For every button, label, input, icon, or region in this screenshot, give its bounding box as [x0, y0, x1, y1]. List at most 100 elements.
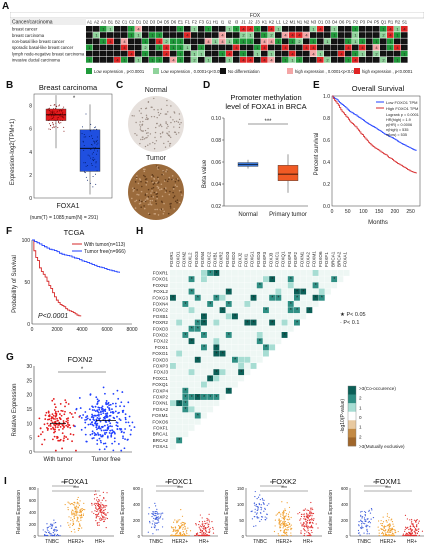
panel-h-col-label: FOXB1	[213, 251, 218, 267]
panel-i-point	[202, 531, 204, 534]
panel-h-cell	[256, 332, 263, 338]
panel-i-point	[266, 513, 268, 516]
panel-i-point	[91, 504, 93, 506]
panel-g-point-free	[99, 417, 101, 420]
panel-i-point	[100, 514, 103, 516]
panel-i-point	[407, 526, 409, 528]
panel-g-point-free	[109, 422, 112, 425]
panel-h-cell	[176, 369, 183, 376]
panel-c-normal-texture	[145, 137, 147, 139]
panel-c-normal-texture	[142, 138, 144, 141]
panel-b-point	[47, 119, 49, 121]
panel-i-point	[75, 505, 78, 507]
panel-c-normal-texture	[145, 132, 148, 134]
panel-h-cell	[188, 425, 195, 431]
panel-i-point	[282, 527, 284, 529]
panel-b-point	[50, 118, 52, 120]
panel-c-tumor-texture	[156, 195, 158, 198]
panel-i-point	[55, 530, 57, 532]
panel-c-normal-texture	[156, 122, 158, 125]
panel-h-cell	[331, 270, 338, 276]
panel-a-cell	[198, 57, 205, 63]
panel-b-point	[90, 157, 92, 159]
panel-i-point	[255, 505, 257, 507]
panel-a-cell-value: 2	[123, 51, 126, 56]
panel-b-point	[56, 117, 58, 119]
panel-a-cell	[268, 57, 275, 63]
panel-h-star: *	[296, 296, 298, 302]
panel-i-point	[71, 518, 74, 521]
panel-c-tumor-texture	[166, 168, 168, 171]
panel-b-point	[83, 133, 85, 135]
panel-c-normal-texture	[147, 101, 150, 104]
panel-b-point	[50, 104, 52, 106]
panel-i-point	[381, 532, 383, 535]
panel-i-point	[154, 525, 157, 527]
panel-i-point	[209, 530, 211, 532]
panel-a-cell	[233, 44, 240, 51]
panel-h-cell	[232, 288, 238, 295]
panel-h-cell	[300, 288, 307, 295]
panel-a-cell	[387, 44, 394, 51]
panel-i-point	[81, 509, 83, 512]
panel-a-col-header: C1	[122, 20, 128, 25]
panel-a-col-header: M1	[290, 20, 296, 25]
panel-h-cell	[213, 350, 220, 357]
panel-a-col-header: P4	[367, 20, 373, 25]
panel-i-point	[412, 522, 414, 525]
panel-h-cell	[176, 356, 183, 363]
panel-c-tumor-texture	[136, 193, 138, 196]
panel-h-cell	[269, 325, 276, 332]
panel-a-cell-value: 2	[95, 39, 98, 44]
panel-a-cell	[198, 50, 205, 57]
panel-e-legend-high: High FOXO1 TPM	[386, 106, 418, 111]
panel-h-cell	[287, 270, 294, 276]
panel-a-cell	[289, 38, 296, 45]
panel-a-cell-value: 2	[361, 33, 364, 38]
panel-c-tumor-texture	[157, 178, 160, 180]
panel-h-cell	[269, 338, 276, 345]
panel-h-cell	[256, 307, 263, 314]
panel-i-point	[259, 494, 261, 496]
panel-i-signif: ***	[165, 481, 171, 487]
panel-g-point-free	[103, 448, 106, 451]
panel-h-cell	[250, 294, 257, 301]
panel-h-cell	[188, 301, 195, 307]
panel-g-ytick: 30	[26, 364, 32, 370]
panel-a-cell	[191, 44, 198, 51]
panel-a-col-header: C2	[129, 20, 135, 25]
panel-a-cell-value: 1	[396, 27, 399, 32]
panel-a-cell	[177, 44, 184, 51]
panel-e-xtick: 0	[331, 209, 334, 215]
panel-i-point	[306, 521, 308, 523]
panel-g-point-free	[103, 424, 106, 427]
panel-h-cell	[182, 344, 189, 351]
panel-i-point	[178, 526, 181, 528]
panel-h-cell	[201, 319, 207, 326]
panel-i-point	[97, 502, 99, 504]
panel-a-cell-value: 2	[270, 33, 273, 38]
panel-a-cell	[380, 44, 387, 51]
panel-a-cell	[401, 32, 408, 38]
panel-h-cell	[213, 344, 220, 351]
panel-i-point	[95, 493, 97, 495]
panel-i-point	[84, 509, 86, 511]
panel-a-cell	[324, 44, 331, 51]
panel-i-point	[302, 509, 304, 511]
panel-i-point	[360, 514, 362, 516]
panel-i-point	[416, 519, 418, 521]
panel-a-cell	[373, 32, 380, 38]
panel-h-cell	[194, 313, 201, 320]
panel-i-point	[73, 517, 75, 520]
panel-f-curve-with-tumor	[32, 239, 82, 317]
panel-c-normal-texture	[146, 136, 148, 139]
panel-a-cell-value: 4	[186, 33, 189, 38]
panel-a-cell	[107, 57, 114, 63]
panel-h-cell	[250, 356, 257, 363]
panel-i-point	[283, 526, 285, 528]
panel-i-point	[178, 528, 180, 530]
panel-g-point-free	[118, 418, 121, 420]
panel-f-legend-free: Tumor free(n=966)	[84, 249, 126, 255]
panel-h-cell	[250, 282, 257, 289]
